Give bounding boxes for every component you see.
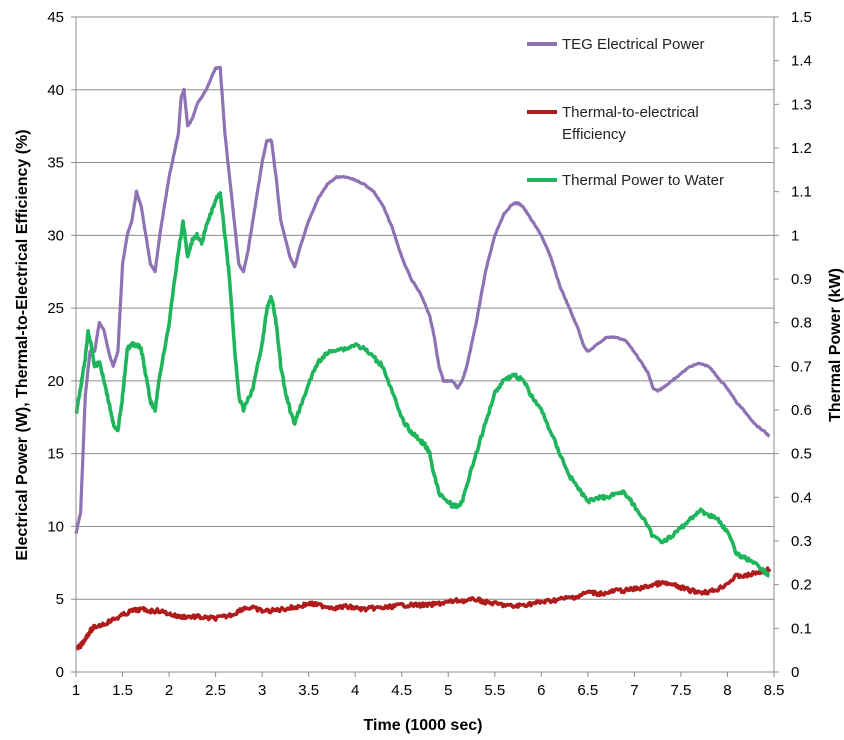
- series-thermal-power-to-water: [74, 191, 771, 578]
- x-tick-label: 6.5: [577, 682, 598, 699]
- legend-label-teg-power: TEG Electrical Power: [562, 36, 705, 53]
- legend-label-thermal-power: Thermal Power to Water: [562, 172, 724, 189]
- x-tick-label: 2.5: [205, 682, 226, 699]
- y-left-tick-label: 10: [47, 518, 64, 535]
- y-left-tick-label: 25: [47, 300, 64, 317]
- y-left-tick-label: 30: [47, 227, 64, 244]
- y-left-tick-label: 35: [47, 155, 64, 172]
- y-right-tick-label: 0.1: [791, 620, 812, 637]
- x-tick-label: 1.5: [112, 682, 133, 699]
- x-tick-label: 3: [258, 682, 266, 699]
- series-teg-electrical-power: [74, 65, 771, 535]
- y-axis-right-title: Thermal Power (kW): [827, 268, 844, 422]
- x-tick-label: 8: [723, 682, 731, 699]
- y-right-tick-label: 0.7: [791, 358, 812, 375]
- y-axis-left-title: Electrical Power (W), Thermal-to-Electri…: [14, 129, 31, 560]
- y-right-tick-label: 0.4: [791, 489, 812, 506]
- y-left-tick-label: 40: [47, 82, 64, 99]
- axes: [71, 16, 779, 677]
- y-right-tick-label: 0.3: [791, 533, 812, 550]
- y-right-tick-label: 1.3: [791, 96, 812, 113]
- y-right-tick-label: 0.9: [791, 271, 812, 288]
- y-right-tick-label: 0: [791, 664, 799, 681]
- x-tick-label: 1: [72, 682, 80, 699]
- legend: TEG Electrical Power Thermal-to-electric…: [527, 36, 724, 189]
- series-lines: [74, 65, 772, 651]
- legend-label-efficiency: Thermal-to-electrical Efficiency: [562, 104, 703, 143]
- series-efficiency: [74, 566, 772, 651]
- x-tick-label: 2: [165, 682, 173, 699]
- x-tick-label: 5.5: [484, 682, 505, 699]
- y-right-tick-label: 1: [791, 227, 799, 244]
- x-tick-label: 8.5: [764, 682, 785, 699]
- x-tick-label: 6: [537, 682, 545, 699]
- y-left-tick-label: 0: [56, 664, 64, 681]
- y-right-tick-label: 1.2: [791, 140, 812, 157]
- x-tick-label: 3.5: [298, 682, 319, 699]
- x-axis-title: Time (1000 sec): [364, 717, 483, 734]
- y-right-tick-label: 0.8: [791, 315, 812, 332]
- x-tick-label: 5: [444, 682, 452, 699]
- tick-labels: 1 1.5 2 2.5 3 3.5 4 4.5 5 5.5 6 6.5 7 7.5 8 8.505101520…: [47, 9, 812, 699]
- x-tick-label: 7: [630, 682, 638, 699]
- y-right-tick-label: 0.6: [791, 402, 812, 419]
- x-tick-label: 4.5: [391, 682, 412, 699]
- y-left-tick-label: 15: [47, 446, 64, 463]
- y-right-tick-label: 0.2: [791, 577, 812, 594]
- x-tick-label: 4: [351, 682, 359, 699]
- y-right-tick-label: 1.5: [791, 9, 812, 26]
- y-right-tick-label: 1.4: [791, 53, 812, 70]
- y-left-tick-label: 5: [56, 591, 64, 608]
- y-left-tick-label: 45: [47, 9, 64, 26]
- y-right-tick-label: 1.1: [791, 184, 812, 201]
- y-right-tick-label: 0.5: [791, 446, 812, 463]
- y-left-tick-label: 20: [47, 373, 64, 390]
- x-tick-label: 7.5: [671, 682, 692, 699]
